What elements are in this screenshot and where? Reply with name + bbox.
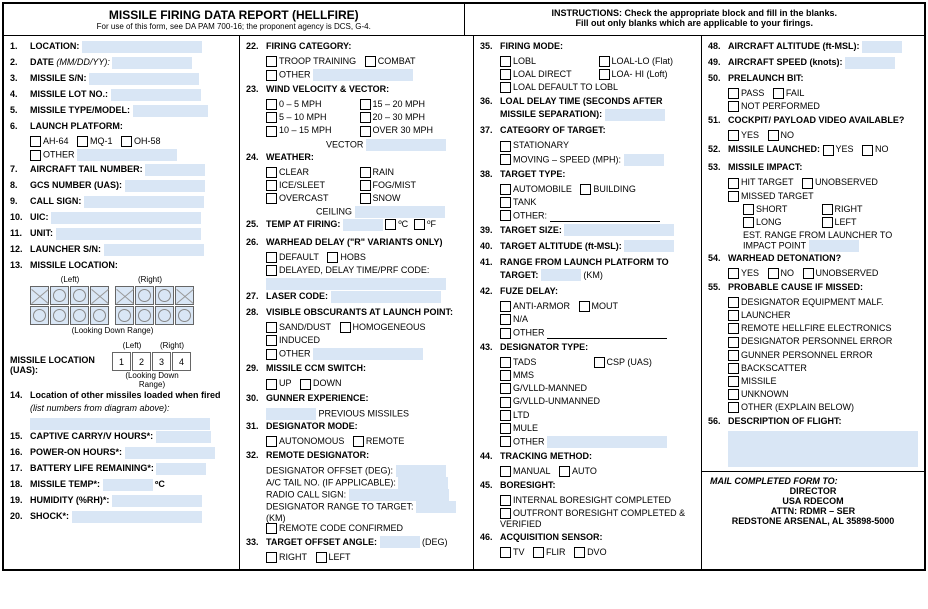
- i8-label: GCS NUMBER (UAS):: [30, 180, 122, 190]
- i1-blank[interactable]: [82, 41, 202, 53]
- diag-box-l4[interactable]: [90, 286, 109, 305]
- i7-label: AIRCRAFT TAIL NUMBER:: [30, 164, 143, 174]
- diag-box-b6[interactable]: [135, 306, 154, 325]
- i22-troop[interactable]: [266, 56, 277, 67]
- i5-label: MISSILE TYPE/MODEL:: [30, 105, 130, 115]
- uas-box-2[interactable]: 2: [132, 352, 151, 371]
- i20-blank[interactable]: [72, 511, 202, 523]
- form-page: MISSILE FIRING DATA REPORT (HELLFIRE) Fo…: [2, 2, 926, 571]
- i19-label: HUMIDITY (%RH)*:: [30, 495, 109, 505]
- column-3: 35.FIRING MODE: LOBL LOAL-LO (Flat) LOAL…: [474, 36, 702, 569]
- uas-box-3[interactable]: 3: [152, 352, 171, 371]
- diag-box-b8[interactable]: [175, 306, 194, 325]
- i10-blank[interactable]: [51, 212, 201, 224]
- i14-blank[interactable]: [30, 418, 210, 430]
- header-left: MISSILE FIRING DATA REPORT (HELLFIRE) Fo…: [4, 4, 465, 35]
- i3-blank[interactable]: [89, 73, 199, 85]
- i10-label: UIC:: [30, 212, 49, 222]
- i2-label: DATE: [30, 57, 56, 67]
- i5-blank[interactable]: [133, 105, 208, 117]
- i15-blank[interactable]: [156, 431, 211, 443]
- diag-box-r2[interactable]: [135, 286, 154, 305]
- i12-blank[interactable]: [104, 244, 204, 256]
- i18-blank[interactable]: [103, 479, 153, 491]
- diag-box-r3[interactable]: [155, 286, 174, 305]
- i1-label: LOCATION:: [30, 41, 79, 51]
- i4-blank[interactable]: [111, 89, 201, 101]
- diag-box-l2[interactable]: [50, 286, 69, 305]
- diag-box-l3[interactable]: [70, 286, 89, 305]
- i16-blank[interactable]: [125, 447, 215, 459]
- diag-box-l1[interactable]: [30, 286, 49, 305]
- i19-blank[interactable]: [112, 495, 202, 507]
- i6-cb-oh58[interactable]: [121, 136, 132, 147]
- diag-box-b7[interactable]: [155, 306, 174, 325]
- i6-cb-other[interactable]: [30, 150, 41, 161]
- i56-textarea[interactable]: [728, 431, 918, 467]
- column-4: 48.AIRCRAFT ALTITUDE (ft-MSL): 49.AIRCRA…: [702, 36, 924, 569]
- missile-diagram: (Left)(Right) (Looking Down Range): [10, 275, 233, 335]
- i14-label: Location of other missiles loaded when f…: [30, 390, 221, 400]
- diag-box-b4[interactable]: [90, 306, 109, 325]
- i8-blank[interactable]: [125, 180, 205, 192]
- form-subtitle: For use of this form, see DA PAM 700-16;…: [12, 22, 456, 31]
- form-title: MISSILE FIRING DATA REPORT (HELLFIRE): [12, 8, 456, 22]
- i6-label: LAUNCH PLATFORM:: [30, 121, 123, 131]
- i15-label: CAPTIVE CARRY/V HOURS*:: [30, 431, 153, 441]
- i3-label: MISSILE S/N:: [30, 73, 87, 83]
- i9-blank[interactable]: [84, 196, 204, 208]
- i13-label: MISSILE LOCATION:: [30, 260, 118, 270]
- i12-label: LAUNCHER S/N:: [30, 244, 101, 254]
- diag-box-b3[interactable]: [70, 306, 89, 325]
- diag-box-b1[interactable]: [30, 306, 49, 325]
- i7-blank[interactable]: [145, 164, 205, 176]
- diag-box-r1[interactable]: [115, 286, 134, 305]
- i20-label: SHOCK*:: [30, 511, 69, 521]
- i18-label: MISSILE TEMP*:: [30, 479, 100, 489]
- i11-label: UNIT:: [30, 228, 53, 238]
- i2-blank[interactable]: [112, 57, 192, 69]
- i2-fmt: (MM/DD/YY):: [56, 57, 110, 67]
- columns: 1.LOCATION: 2.DATE (MM/DD/YY): 3.MISSILE…: [4, 36, 924, 569]
- diag-box-b5[interactable]: [115, 306, 134, 325]
- i22-other[interactable]: [266, 70, 277, 81]
- i17-blank[interactable]: [156, 463, 206, 475]
- i6-cb-mq1[interactable]: [77, 136, 88, 147]
- i16-label: POWER-ON HOURS*:: [30, 447, 122, 457]
- mail-box: MAIL COMPLETED FORM TO: DIRECTOR USA RDE…: [702, 471, 924, 530]
- i6-cb-ah64[interactable]: [30, 136, 41, 147]
- i11-blank[interactable]: [56, 228, 201, 240]
- instructions-line1: INSTRUCTIONS: Check the appropriate bloc…: [473, 8, 917, 18]
- uas-box-1[interactable]: 1: [112, 352, 131, 371]
- column-1: 1.LOCATION: 2.DATE (MM/DD/YY): 3.MISSILE…: [4, 36, 240, 569]
- column-2: 22.FIRING CATEGORY: TROOP TRAINING COMBA…: [240, 36, 474, 569]
- uas-box-4[interactable]: 4: [172, 352, 191, 371]
- i4-label: MISSILE LOT NO.:: [30, 89, 108, 99]
- header-instructions: INSTRUCTIONS: Check the appropriate bloc…: [465, 4, 925, 35]
- diag-box-r4[interactable]: [175, 286, 194, 305]
- i6-other-blank[interactable]: [77, 149, 177, 161]
- instructions-line2: Fill out only blanks which are applicabl…: [473, 18, 917, 28]
- i13-uas-label: MISSILE LOCATION (UAS):: [10, 355, 95, 375]
- header-row: MISSILE FIRING DATA REPORT (HELLFIRE) Fo…: [4, 4, 924, 36]
- diag-box-b2[interactable]: [50, 306, 69, 325]
- i9-label: CALL SIGN:: [30, 196, 81, 206]
- i22-combat[interactable]: [365, 56, 376, 67]
- i17-label: BATTERY LIFE REMAINING*:: [30, 463, 154, 473]
